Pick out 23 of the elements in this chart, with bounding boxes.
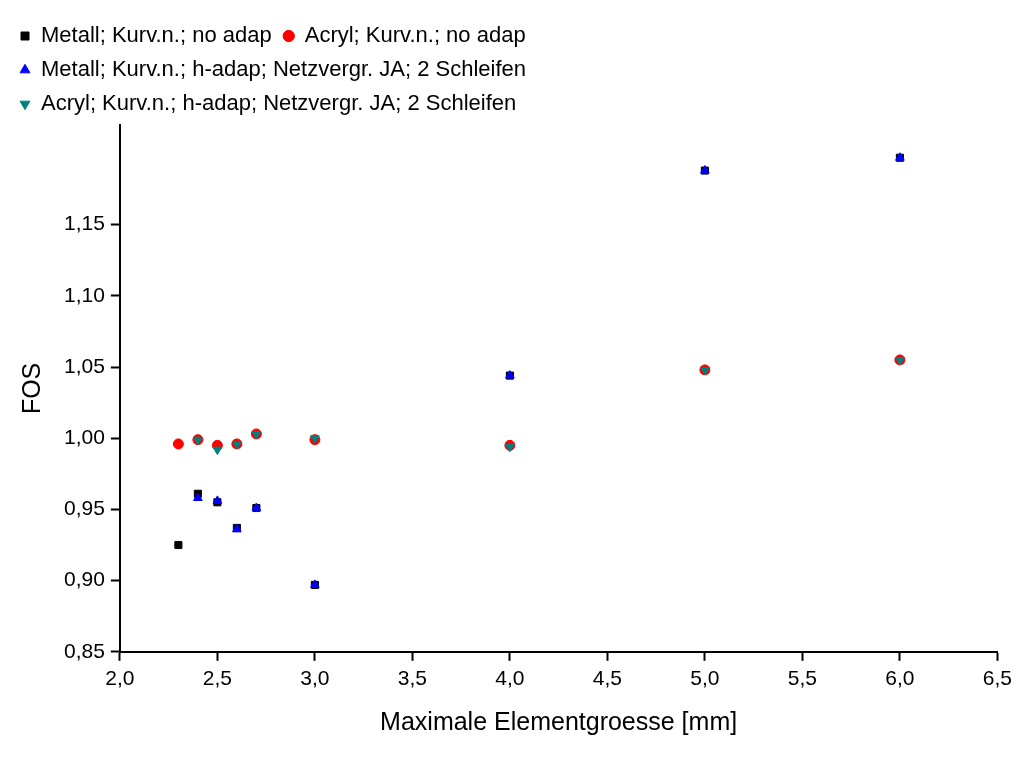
y-tick-label: 0,90: [64, 567, 105, 591]
y-tick-label: 0,95: [64, 496, 105, 520]
legend-label: Metall; Kurv.n.; no adap: [41, 22, 272, 48]
y-tick-label: 1,05: [64, 353, 105, 377]
x-tick-label: 2,0: [105, 666, 135, 690]
x-tick-label: 5,5: [787, 666, 817, 690]
x-tick-label: 5,0: [690, 666, 720, 690]
legend-label: Acryl; Kurv.n.; no adap: [304, 22, 526, 48]
x-tick-label: 4,5: [592, 666, 622, 690]
y-tick-label: 1,15: [64, 211, 105, 235]
legend-label: Metall; Kurv.n.; h-adap; Netzvergr. JA; 2 Schleifen: [41, 56, 527, 82]
x-tick-label: 3,5: [397, 666, 427, 690]
x-tick-label: 4,0: [495, 666, 525, 690]
x-tick-label: 2,5: [202, 666, 232, 690]
x-tick-label: 6,0: [885, 666, 915, 690]
x-axis-title: Maximale Elementgroesse [mm]: [380, 706, 738, 735]
x-tick-label: 6,5: [982, 666, 1013, 690]
x-tick-label: 3,0: [300, 666, 330, 690]
y-tick-label: 0,85: [64, 638, 105, 662]
y-axis-title: FOS: [16, 362, 45, 415]
legend-label: Acryl; Kurv.n.; h-adap; Netzvergr. JA; 2 Schleifen: [41, 90, 517, 116]
y-tick-label: 1,00: [64, 425, 105, 449]
y-tick-label: 1,10: [64, 282, 105, 306]
